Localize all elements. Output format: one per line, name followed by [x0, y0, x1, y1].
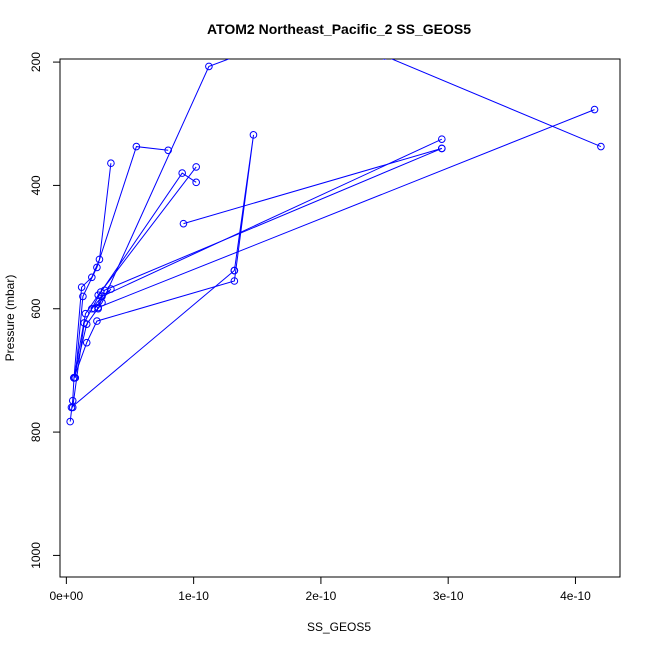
series-line: [71, 270, 235, 408]
data-point: [93, 263, 101, 272]
data-point: [597, 142, 605, 151]
data-point: [438, 135, 446, 143]
data-point: [66, 417, 74, 426]
x-tick-label: 3e-10: [433, 589, 464, 603]
data-point: [93, 317, 101, 325]
data-point: [94, 291, 102, 299]
series-line: [91, 138, 443, 310]
data-point: [70, 374, 78, 382]
y-tick-label: 200: [29, 52, 43, 72]
data-point: [80, 319, 88, 327]
series-line: [73, 59, 602, 378]
data-point: [179, 219, 188, 228]
data-point: [438, 144, 446, 153]
x-axis: 0e+00 1e-10 2e-10 3e-10 4e-10: [50, 577, 591, 603]
data-point: [107, 285, 115, 293]
data-point: [79, 292, 87, 301]
y-axis-label: Pressure (mbar): [3, 275, 17, 362]
y-axis: 200 400 600 800 1000: [29, 52, 60, 569]
data-point: [88, 273, 96, 282]
series-line: [73, 166, 197, 378]
x-tick-label: 2e-10: [306, 589, 337, 603]
data-point: [230, 277, 239, 285]
data-point: [230, 266, 239, 275]
data-point: [132, 142, 141, 151]
x-axis-label: SS_GEOS5: [307, 620, 371, 634]
plot-frame: [59, 58, 621, 578]
y-tick-label: 800: [29, 422, 43, 442]
x-tick-label: 0e+00: [50, 589, 84, 603]
data-point: [192, 163, 200, 171]
y-tick-label: 1000: [29, 542, 43, 569]
y-tick-label: 400: [29, 175, 43, 195]
data-point: [107, 159, 115, 168]
data-point: [90, 304, 99, 313]
data-point: [82, 338, 91, 347]
data-point: [382, 59, 387, 60]
data-point: [95, 255, 104, 264]
data-point: [164, 146, 172, 155]
y-tick-label: 600: [29, 298, 43, 318]
series-line: [97, 147, 442, 309]
data-point: [249, 131, 258, 139]
data-point: [590, 105, 599, 114]
x-tick-label: 4e-10: [560, 589, 591, 603]
series-line: [73, 134, 254, 378]
data-point: [178, 169, 186, 177]
series-layer: [66, 59, 605, 426]
series-line: [72, 172, 197, 408]
chart-title: ATOM2 Northeast_Pacific_2 SS_GEOS5: [207, 21, 471, 37]
x-tick-label: 1e-10: [178, 589, 209, 603]
data-point: [205, 62, 213, 71]
series-line: [98, 109, 595, 308]
data-point: [98, 292, 106, 301]
data-point: [77, 283, 86, 291]
series-line: [74, 146, 169, 378]
data-point: [81, 309, 90, 318]
data-point: [94, 303, 102, 312]
data-point: [192, 178, 200, 187]
data-point: [67, 403, 76, 412]
series-line: [183, 147, 442, 225]
